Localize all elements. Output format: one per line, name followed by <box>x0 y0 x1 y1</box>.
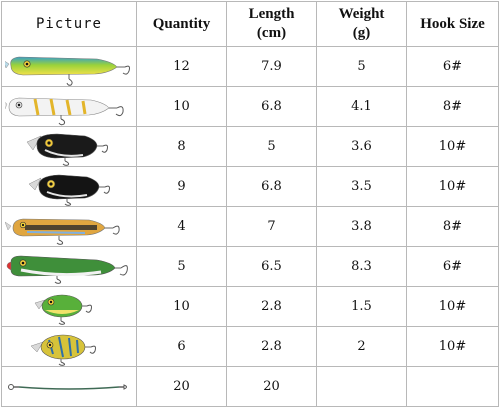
minnow-lure-white-icon <box>5 97 124 125</box>
lure-picture-cell <box>1 326 137 367</box>
quantity-cell: 5 <box>136 246 227 287</box>
weight-cell: 2 <box>316 326 407 367</box>
weight-cell: 1.5 <box>316 286 407 327</box>
header-row: Picture Quantity Length (cm) Weight (g) … <box>1 1 499 47</box>
quantity-cell: 6 <box>136 326 227 367</box>
length-cell: 20 <box>226 366 317 407</box>
weight-cell: 8.3 <box>316 246 407 287</box>
hook-size-cell: 10# <box>406 166 499 207</box>
minnow-lure-yellow-icon <box>5 56 130 86</box>
table-row: 4 7 3.8 8# <box>1 206 499 247</box>
quantity-cell: 10 <box>136 286 227 327</box>
length-cell: 6.8 <box>226 166 317 207</box>
quantity-cell: 12 <box>136 46 227 87</box>
weight-cell <box>316 366 407 407</box>
minnow-lure-orange-icon <box>5 218 120 245</box>
lure-picture-cell <box>1 166 137 207</box>
hook-size-cell: 8# <box>406 86 499 127</box>
table-row: 5 6.5 8.3 6# <box>1 246 499 287</box>
lure-picture-cell <box>1 46 137 87</box>
length-cell: 5 <box>226 126 317 167</box>
weight-cell: 3.5 <box>316 166 407 207</box>
crankbait-lure-black-icon <box>28 174 110 206</box>
length-cell: 7 <box>226 206 317 247</box>
lure-picture-cell <box>1 126 137 167</box>
lure-picture-cell <box>1 246 137 287</box>
header-length: Length (cm) <box>226 1 317 47</box>
hook-size-cell: 10# <box>406 286 499 327</box>
hook-size-cell: 8# <box>406 206 499 247</box>
length-cell: 6.8 <box>226 86 317 127</box>
hook-size-cell: 10# <box>406 126 499 167</box>
table-row: 10 2.8 1.5 10# <box>1 286 499 327</box>
header-weight: Weight (g) <box>316 1 407 47</box>
quantity-cell: 9 <box>136 166 227 207</box>
header-weight-label: Weight <box>338 6 385 22</box>
header-picture: Picture <box>1 1 137 47</box>
popper-lure-green-icon <box>6 255 128 284</box>
hook-size-cell: 10# <box>406 326 499 367</box>
length-cell: 2.8 <box>226 286 317 327</box>
weight-cell: 3.8 <box>316 206 407 247</box>
table-row: 12 7.9 5 6# <box>1 46 499 87</box>
hook-size-cell <box>406 366 499 407</box>
length-cell: 6.5 <box>226 246 317 287</box>
hook-size-cell: 6# <box>406 246 499 287</box>
crankbait-lure-green-icon <box>34 294 92 325</box>
crankbait-lure-black-icon <box>26 133 108 166</box>
quantity-cell: 20 <box>136 366 227 407</box>
header-weight-unit: (g) <box>352 25 371 41</box>
table-row: 10 6.8 4.1 8# <box>1 86 499 127</box>
weight-cell: 5 <box>316 46 407 87</box>
length-cell: 7.9 <box>226 46 317 87</box>
header-length-label: Length <box>248 6 295 22</box>
quantity-cell: 4 <box>136 206 227 247</box>
header-length-unit: (cm) <box>256 25 287 41</box>
wire-leader-icon <box>8 383 127 390</box>
table-row: 20 20 <box>1 366 499 407</box>
length-cell: 2.8 <box>226 326 317 367</box>
quantity-cell: 8 <box>136 126 227 167</box>
header-quantity: Quantity <box>136 1 227 47</box>
weight-cell: 3.6 <box>316 126 407 167</box>
table-row: 9 6.8 3.5 10# <box>1 166 499 207</box>
header-hook-size: Hook Size <box>406 1 499 47</box>
crankbait-lure-yellow-icon <box>30 334 96 366</box>
table-row: 6 2.8 2 10# <box>1 326 499 367</box>
table-row: 8 5 3.6 10# <box>1 126 499 167</box>
lure-picture-cell <box>1 286 137 327</box>
lure-picture-cell <box>1 206 137 247</box>
lure-picture-cell <box>1 86 137 127</box>
quantity-cell: 10 <box>136 86 227 127</box>
weight-cell: 4.1 <box>316 86 407 127</box>
hook-size-cell: 6# <box>406 46 499 87</box>
lure-picture-cell <box>1 366 137 407</box>
